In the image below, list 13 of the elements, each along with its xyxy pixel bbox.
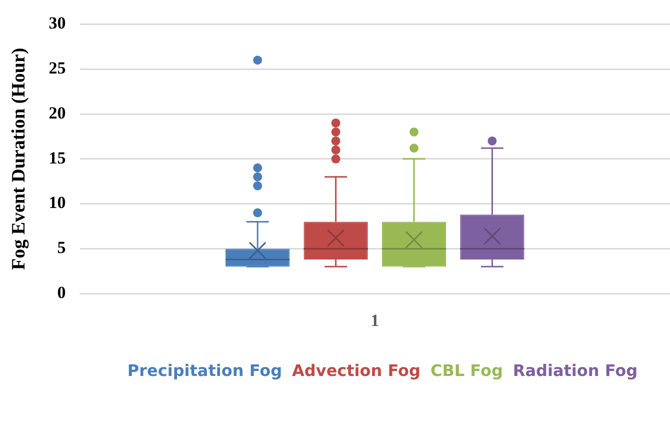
y-tick-label: 15	[48, 148, 66, 168]
y-axis-title: Fog Event Duration (Hour)	[8, 48, 30, 270]
text: CBL Fog	[430, 361, 503, 380]
y-tick-label: 30	[48, 14, 66, 33]
y-tick-label: 10	[48, 193, 66, 212]
y-tick-label: 25	[48, 58, 66, 78]
text: Precipitation Fog	[127, 361, 282, 380]
text: Radiation Fog	[512, 361, 638, 380]
text: Advection Fog	[292, 361, 420, 380]
x-tick-label: 1	[370, 311, 380, 330]
y-tick-label: 5	[57, 238, 66, 258]
y-tick-label: 0	[57, 282, 66, 302]
y-tick-label: 20	[48, 103, 66, 122]
